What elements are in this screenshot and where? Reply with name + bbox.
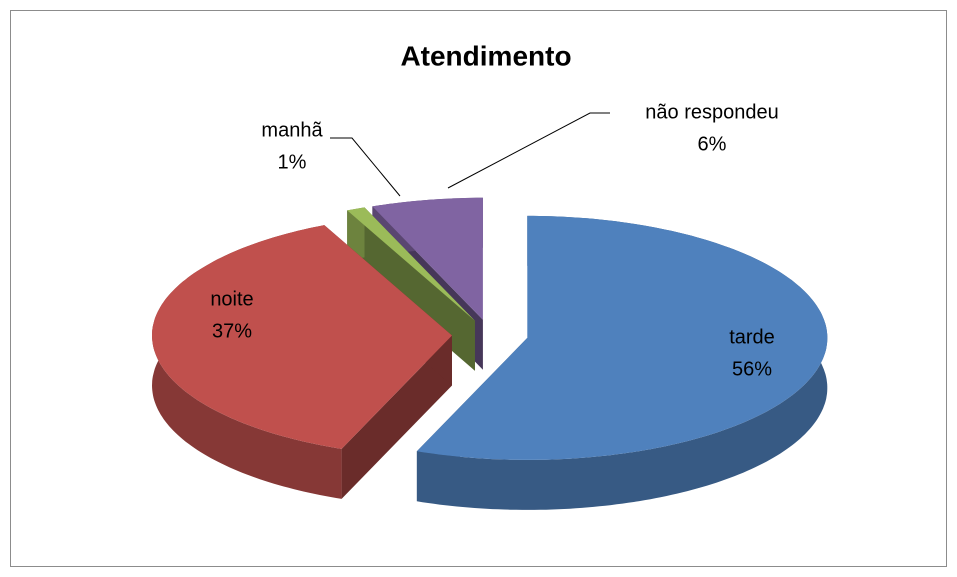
chart-title: Atendimento bbox=[400, 40, 571, 71]
slice-value-label: 1% bbox=[278, 151, 307, 173]
slice-label: noite bbox=[210, 288, 253, 310]
slice-label: manhã bbox=[261, 119, 323, 141]
slice bbox=[152, 225, 452, 449]
slice-side bbox=[341, 335, 452, 499]
slice bbox=[372, 197, 483, 320]
slice-value-label: 6% bbox=[698, 133, 727, 155]
slice bbox=[416, 215, 828, 460]
slice-label: não respondeu bbox=[645, 101, 778, 123]
slice-label: tarde bbox=[729, 326, 775, 348]
slice-value-label: 37% bbox=[212, 320, 252, 342]
leader-line bbox=[447, 112, 610, 189]
slice-value-label: 56% bbox=[732, 358, 772, 380]
slice bbox=[347, 207, 475, 321]
leader-line bbox=[330, 137, 401, 197]
